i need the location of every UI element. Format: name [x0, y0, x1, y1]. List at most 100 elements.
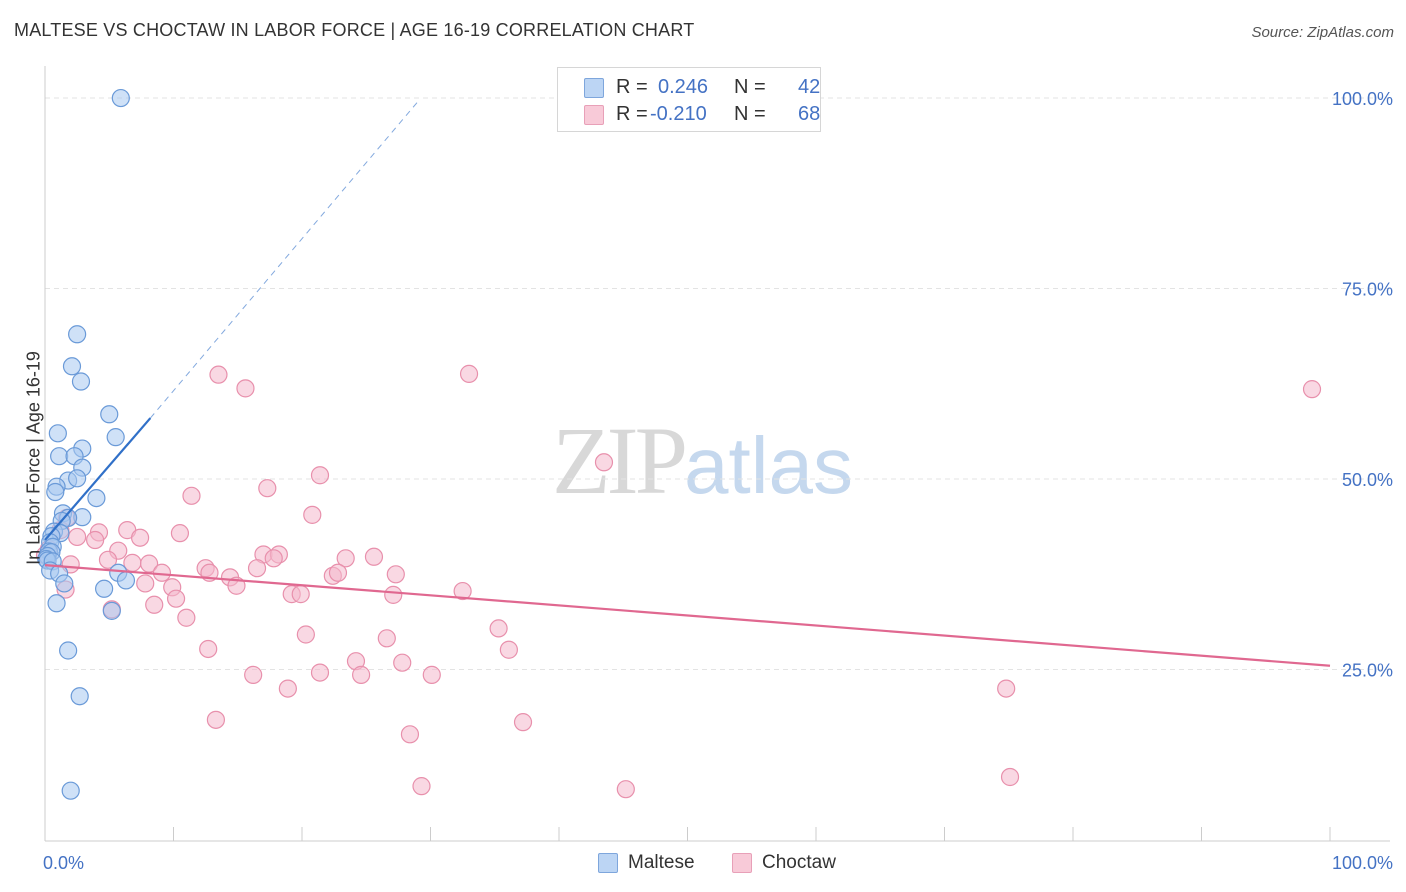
choctaw-point: [139, 554, 159, 573]
choctaw-point: [182, 486, 201, 505]
maltese-point: [59, 641, 78, 660]
choctaw-point: [400, 725, 420, 744]
choctaw-point: [616, 780, 635, 799]
maltese-point: [106, 428, 125, 447]
choctaw-point: [386, 565, 405, 584]
choctaw-point: [364, 547, 384, 566]
maltese-point: [50, 447, 69, 466]
n-label: N =: [734, 76, 766, 98]
watermark-atlas: atlas: [684, 421, 853, 510]
source-label: Source: ZipAtlas.com: [1251, 24, 1394, 41]
maltese-swatch: [598, 853, 618, 873]
choctaw-point: [247, 559, 267, 578]
maltese-point: [95, 579, 114, 598]
axes: [44, 66, 1390, 842]
r-label: R =: [616, 76, 648, 98]
stats-legend: R = 0.246 N = 42 R = -0.210 N = 68: [557, 67, 821, 132]
choctaw-point: [145, 595, 164, 614]
maltese-point: [48, 424, 67, 443]
choctaw-swatch: [584, 105, 604, 125]
choctaw-swatch: [732, 853, 752, 873]
choctaw-point: [997, 679, 1016, 698]
choctaw-point: [170, 524, 190, 543]
choctaw-point: [68, 527, 87, 547]
maltese-point: [62, 357, 82, 376]
maltese-swatch: [584, 78, 604, 98]
choctaw-point: [209, 365, 228, 384]
choctaw-point: [199, 639, 218, 659]
choctaw-point: [206, 710, 226, 729]
n-value: 42: [798, 76, 821, 98]
data-points: [35, 88, 1322, 800]
x-tick-label-max: 100.0%: [1332, 853, 1393, 873]
r-label: R =: [616, 103, 648, 125]
watermark: ZIPatlas: [552, 405, 853, 516]
choctaw-point: [336, 549, 355, 568]
maltese-point: [70, 687, 89, 706]
choctaw-point: [393, 653, 412, 672]
legend-label-maltese: Maltese: [628, 852, 695, 873]
choctaw-point: [489, 619, 508, 638]
maltese-point: [46, 482, 65, 502]
maltese-trend-line: [44, 417, 152, 541]
chart-title: MALTESE VS CHOCTAW IN LABOR FORCE | AGE …: [14, 20, 695, 40]
r-value: 0.246: [658, 76, 709, 98]
choctaw-point: [98, 550, 118, 569]
choctaw-point: [594, 453, 614, 472]
choctaw-point: [258, 479, 277, 498]
maltese-point: [116, 571, 136, 590]
choctaw-point: [352, 665, 371, 684]
trend-lines: [44, 417, 1331, 667]
y-tick-label: 50.0%: [1342, 470, 1393, 490]
maltese-point: [111, 88, 130, 108]
choctaw-point: [296, 625, 315, 644]
choctaw-point: [328, 563, 348, 582]
choctaw-point: [278, 679, 297, 698]
trend-extension: [149, 101, 419, 419]
tick-labels: 100.0% 75.0% 50.0% 25.0% 0.0% 100.0%: [43, 89, 1393, 873]
choctaw-point: [384, 585, 403, 604]
y-tick-label: 75.0%: [1342, 280, 1393, 300]
maltese-point: [87, 489, 106, 508]
choctaw-point: [377, 629, 396, 648]
choctaw-point: [291, 585, 310, 604]
choctaw-point: [422, 665, 441, 684]
choctaw-trend-line: [44, 564, 1331, 667]
maltese-point: [61, 781, 80, 800]
choctaw-point: [459, 364, 479, 383]
choctaw-point: [177, 608, 196, 627]
y-tick-label: 25.0%: [1342, 661, 1393, 681]
maltese-point: [68, 325, 87, 344]
maltese-point: [68, 469, 87, 488]
n-value: 68: [798, 103, 821, 125]
choctaw-point: [513, 713, 533, 732]
x-tick-label-min: 0.0%: [43, 853, 84, 873]
maltese-point: [47, 594, 66, 613]
choctaw-point: [1302, 380, 1322, 399]
maltese-point: [71, 372, 91, 391]
watermark-zip: ZIP: [552, 407, 688, 514]
r-value: -0.210: [650, 103, 707, 125]
choctaw-point: [130, 528, 150, 547]
n-label: N =: [734, 103, 766, 125]
choctaw-point: [264, 549, 283, 568]
maltese-point: [100, 405, 119, 424]
maltese-point: [55, 574, 74, 593]
choctaw-point: [412, 777, 431, 796]
choctaw-point: [499, 640, 518, 659]
y-axis-label: In Labor Force | Age 16-19: [23, 351, 44, 565]
choctaw-point: [310, 663, 330, 682]
maltese-trend-extension: [149, 101, 419, 419]
choctaw-point: [303, 505, 322, 524]
maltese-point: [102, 601, 121, 620]
choctaw-point: [166, 589, 186, 608]
choctaw-point: [310, 466, 330, 485]
choctaw-point: [136, 574, 155, 593]
y-tick-label: 100.0%: [1332, 89, 1393, 109]
choctaw-point: [236, 379, 255, 398]
choctaw-point: [1000, 767, 1020, 787]
choctaw-point: [453, 581, 472, 601]
choctaw-point: [86, 530, 105, 550]
choctaw-point: [244, 665, 263, 684]
